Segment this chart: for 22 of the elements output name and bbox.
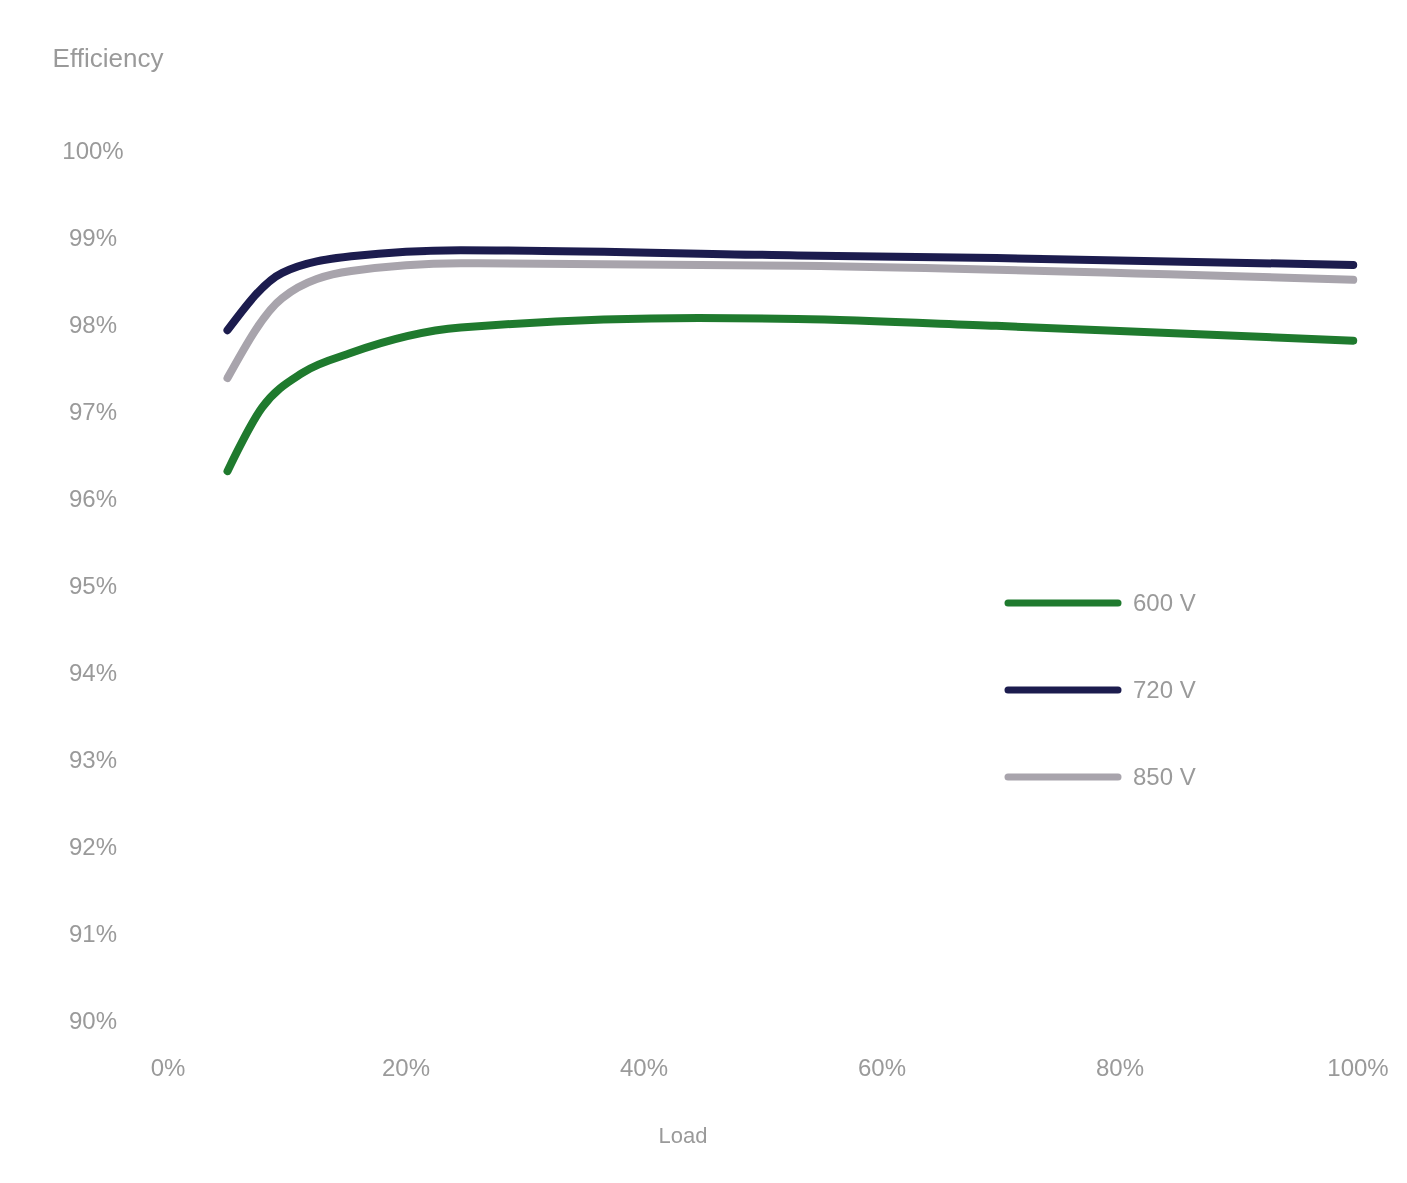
y-tick-label: 95% — [68, 572, 118, 600]
y-tick-label: 91% — [68, 920, 118, 948]
x-tick-label: 20% — [381, 1054, 431, 1081]
x-tick-label: 60% — [857, 1054, 907, 1081]
x-tick-label: 40% — [619, 1054, 669, 1081]
y-tick-label: 98% — [68, 311, 118, 339]
x-axis-title: Load — [658, 1123, 708, 1148]
x-tick-label: 100% — [1327, 1054, 1389, 1081]
y-tick-label: 94% — [68, 659, 118, 687]
legend-label: 850 V — [1133, 763, 1196, 791]
x-tick-label: 0% — [150, 1054, 186, 1081]
y-tick-label: 96% — [68, 485, 118, 513]
x-tick-label: 80% — [1095, 1054, 1145, 1081]
y-tick-label: 97% — [68, 398, 118, 426]
y-tick-label: 99% — [68, 224, 118, 252]
legend-label: 600 V — [1133, 589, 1196, 617]
y-axis-title: Efficiency — [52, 43, 164, 74]
y-tick-label: 100% — [62, 137, 124, 165]
legend-label: 720 V — [1133, 676, 1196, 704]
y-tick-label: 90% — [68, 1007, 118, 1035]
y-tick-label: 93% — [68, 746, 118, 774]
y-tick-label: 92% — [68, 833, 118, 861]
